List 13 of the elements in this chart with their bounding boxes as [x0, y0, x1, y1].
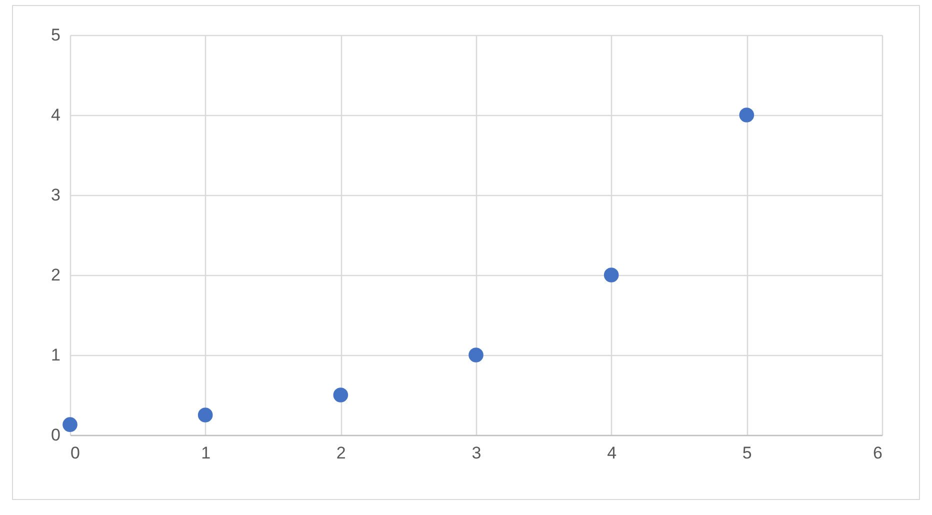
y-tick-label: 5 — [51, 26, 60, 44]
x-tick-label: 1 — [201, 444, 211, 462]
y-tick-label: 3 — [51, 186, 60, 204]
y-tick-label: 1 — [51, 346, 60, 364]
y-tick-label: 4 — [51, 106, 60, 124]
x-tick-label: 6 — [873, 444, 882, 462]
x-tick-label: 3 — [472, 444, 482, 462]
y-tick-label: 0 — [51, 426, 60, 444]
x-tick-label: 0 — [70, 444, 80, 462]
x-tick-label: 2 — [336, 444, 346, 462]
y-tick-label: 2 — [51, 266, 60, 284]
x-tick-label: 5 — [742, 444, 752, 462]
x-tick-label: 4 — [607, 444, 617, 462]
